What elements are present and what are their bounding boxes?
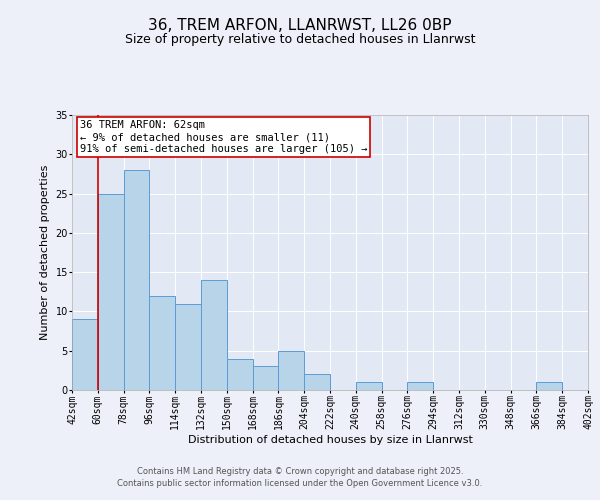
Bar xyxy=(304,374,330,390)
Bar xyxy=(201,280,227,390)
Bar xyxy=(175,304,201,390)
Bar xyxy=(253,366,278,390)
Bar xyxy=(278,350,304,390)
Text: Size of property relative to detached houses in Llanrwst: Size of property relative to detached ho… xyxy=(125,32,475,46)
Bar xyxy=(98,194,124,390)
Text: 36, TREM ARFON, LLANRWST, LL26 0BP: 36, TREM ARFON, LLANRWST, LL26 0BP xyxy=(148,18,452,32)
Bar xyxy=(149,296,175,390)
Bar xyxy=(356,382,382,390)
Y-axis label: Number of detached properties: Number of detached properties xyxy=(40,165,50,340)
Text: Contains HM Land Registry data © Crown copyright and database right 2025.
Contai: Contains HM Land Registry data © Crown c… xyxy=(118,466,482,487)
Bar xyxy=(72,320,98,390)
Bar xyxy=(407,382,433,390)
Text: 36 TREM ARFON: 62sqm
← 9% of detached houses are smaller (11)
91% of semi-detach: 36 TREM ARFON: 62sqm ← 9% of detached ho… xyxy=(80,120,367,154)
Bar xyxy=(536,382,562,390)
Bar xyxy=(124,170,149,390)
X-axis label: Distribution of detached houses by size in Llanrwst: Distribution of detached houses by size … xyxy=(188,435,472,445)
Bar xyxy=(227,358,253,390)
